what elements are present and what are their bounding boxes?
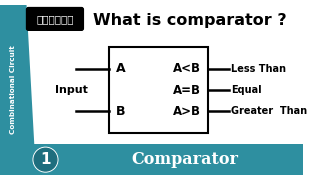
Text: Combinational Circuit: Combinational Circuit <box>10 46 16 134</box>
Text: A=B: A=B <box>173 84 201 96</box>
Polygon shape <box>27 144 303 175</box>
Text: A: A <box>116 62 125 75</box>
Bar <box>109 47 208 133</box>
Circle shape <box>33 147 58 172</box>
Text: A>B: A>B <box>173 105 201 118</box>
Circle shape <box>34 148 57 171</box>
Text: B: B <box>116 105 125 118</box>
Text: What is comparator ?: What is comparator ? <box>93 13 286 28</box>
Text: Less Than: Less Than <box>231 64 286 74</box>
Text: A<B: A<B <box>173 62 201 75</box>
FancyBboxPatch shape <box>27 8 84 30</box>
Text: Greater  Than: Greater Than <box>231 106 307 116</box>
Text: മലയാളം: മലയാളം <box>36 14 74 24</box>
Text: Comparator: Comparator <box>131 151 238 168</box>
Text: 1: 1 <box>40 152 51 167</box>
Text: Input: Input <box>55 85 87 95</box>
Polygon shape <box>0 144 27 175</box>
Polygon shape <box>0 5 36 175</box>
Text: Equal: Equal <box>231 85 262 95</box>
